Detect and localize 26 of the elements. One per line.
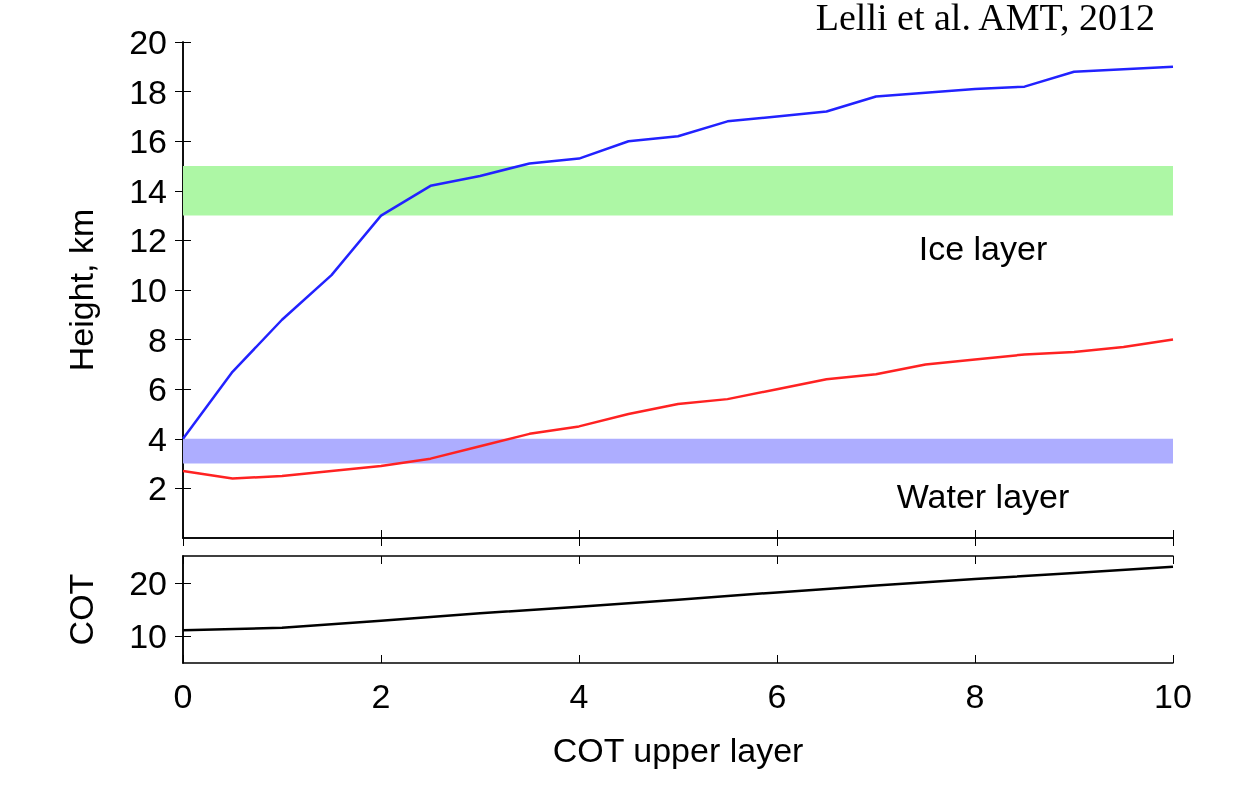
line-series (181, 65, 1175, 441)
y-tick-label: 8 (148, 320, 167, 359)
y-tick-label: 6 (148, 370, 167, 409)
x-tick-label: 10 (1154, 677, 1192, 715)
y-axis-title: Height, km (62, 208, 100, 372)
y-tick-label: 10 (129, 271, 167, 309)
line-series (181, 338, 1175, 480)
x-tick-label: 8 (965, 677, 985, 715)
y-tick-label: 10 (129, 617, 167, 656)
text: Lelli et al. AMT, 2012 (815, 0, 1155, 38)
y-axis-title: COT (62, 573, 100, 646)
x-axis-title: COT upper layer (552, 731, 804, 769)
y-tick-label: 14 (129, 171, 167, 210)
band-label: Water layer (896, 476, 1070, 515)
x-tick-label: 2 (371, 677, 391, 715)
y-tick-label: 4 (148, 419, 167, 458)
y-tick-label: 20 (129, 23, 167, 61)
band-label: Ice layer (918, 228, 1048, 267)
y-tick-label: 2 (148, 469, 167, 508)
y-tick-label: 18 (129, 72, 167, 111)
y-tick-label: 16 (129, 122, 167, 161)
x-tick-label: 6 (767, 677, 787, 715)
x-tick-label: 0 (173, 677, 193, 715)
y-tick-label: 12 (129, 221, 167, 260)
y-tick-label: 20 (129, 563, 167, 602)
x-tick-label: 4 (569, 677, 589, 715)
